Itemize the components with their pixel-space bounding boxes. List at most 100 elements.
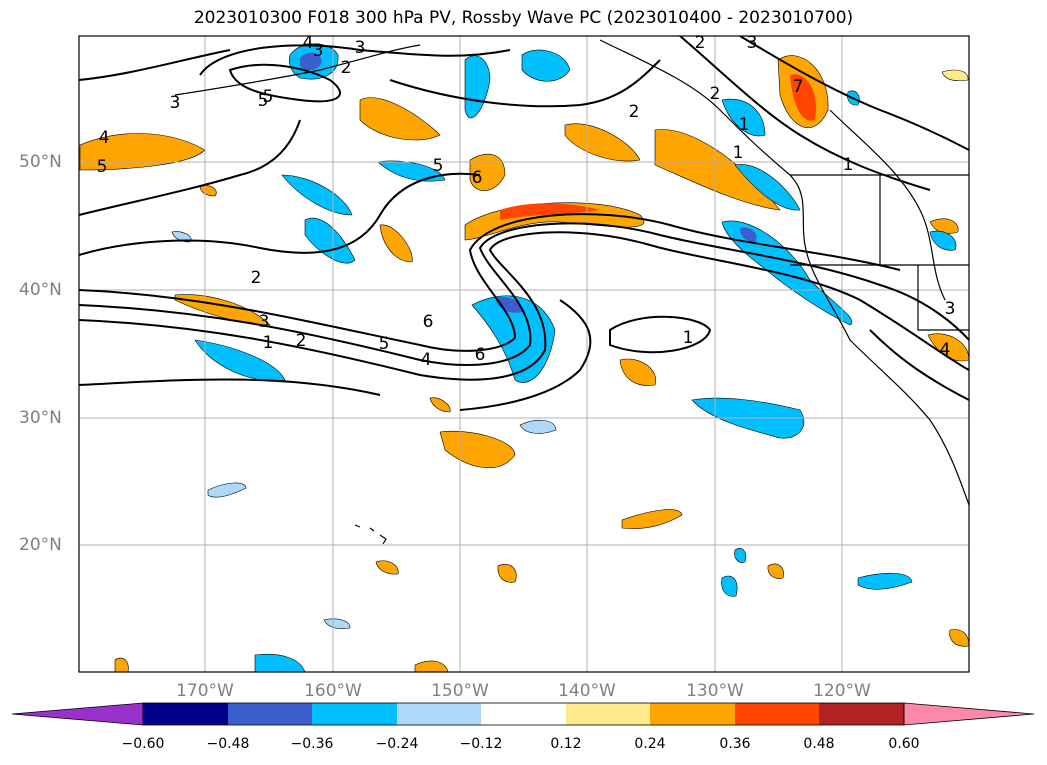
anomaly-negative-area [521, 49, 571, 82]
anomaly-positive-area [929, 218, 959, 234]
contour-label: 4 [421, 350, 432, 370]
anomaly-positive-area [414, 660, 449, 672]
colorbar-segment [819, 703, 904, 725]
colorbar-segment [228, 703, 312, 725]
lat-label-20n: 20°N [19, 535, 62, 555]
contour-label: 2 [695, 33, 706, 53]
colorbar-segment [481, 703, 566, 725]
map-title: 2023010300 F018 300 hPa PV, Rossby Wave … [193, 8, 854, 28]
anomaly-negative-area [377, 160, 446, 182]
anomaly-negative-area [734, 548, 747, 563]
colorbar-segment [312, 703, 397, 725]
anomaly-negative-area [495, 297, 522, 313]
pv-anomaly-fill [79, 43, 969, 672]
colorbar-segment [566, 703, 650, 725]
anomaly-positive-area [114, 657, 129, 672]
contour-label: 5 [433, 156, 444, 176]
anomaly-positive-area [500, 203, 600, 220]
contour-label: 1 [683, 328, 694, 348]
colorbar-tick: −0.60 [121, 736, 165, 752]
coastlines [174, 39, 969, 545]
colorbar-tick: 0.12 [550, 736, 582, 752]
contour-label: 4 [940, 340, 951, 360]
contour-label: 3 [170, 93, 181, 113]
colorbar-extend-low [11, 702, 144, 726]
contour-label: 3 [945, 299, 956, 319]
anomaly-negative-area [194, 339, 286, 382]
anomaly-positive-area [621, 509, 683, 529]
anomaly-positive-area [564, 123, 641, 162]
lat-label-50n: 50°N [19, 152, 62, 172]
anomaly-positive-area [654, 129, 781, 211]
anomaly-positive-area [375, 560, 399, 575]
contour-label: 1 [733, 143, 744, 163]
anomaly-negative-area [734, 164, 801, 211]
colorbar-tick: 0.24 [634, 736, 666, 752]
anomaly-positive-area [429, 397, 451, 413]
lat-label-40n: 40°N [19, 280, 62, 300]
anomaly-negative-area [300, 52, 322, 71]
anomaly-positive-area [199, 185, 217, 197]
anomaly-positive-area [379, 224, 413, 263]
contour-label: 3 [747, 33, 758, 53]
contour-label: 1 [263, 333, 274, 353]
contour-labels: 2 3 4 5 5 6 2 2 1 5 3 1 2 5 4 6 6 2 1 3 … [97, 33, 956, 370]
lon-label-130w: 130°W [686, 681, 744, 701]
anomaly-positive-area [790, 74, 816, 121]
anomaly-negative-area [323, 618, 351, 630]
contour-label: 1 [843, 155, 854, 175]
colorbar-tick: −0.12 [459, 736, 503, 752]
contour-label: 2 [710, 84, 721, 104]
lon-label-150w: 150°W [431, 681, 489, 701]
anomaly-negative-area [721, 220, 853, 326]
colorbar-tick: −0.48 [206, 736, 250, 752]
contour-label: 3 [313, 41, 324, 61]
contour-label: 2 [296, 331, 307, 351]
anomaly-negative-area [929, 230, 957, 251]
contour-label: 6 [475, 345, 486, 365]
colorbar-extend-high [903, 702, 1035, 726]
colorbar-tick: −0.24 [375, 736, 419, 752]
colorbar-tick: 0.48 [803, 736, 835, 752]
colorbar-tick: −0.36 [290, 736, 334, 752]
colorbar-frame [142, 702, 905, 726]
anomaly-positive-area [497, 563, 517, 583]
anomaly-positive-area [619, 358, 657, 386]
colorbar-tick: 0.60 [888, 736, 920, 752]
anomaly-negative-area [721, 575, 738, 597]
contour-label: 6 [423, 312, 434, 332]
lon-label-140w: 140°W [558, 681, 616, 701]
lon-label-160w: 160°W [304, 681, 362, 701]
contour-label: 5 [97, 157, 108, 177]
anomaly-positive-area [469, 153, 506, 191]
contour-label: 7 [793, 77, 804, 97]
contour-label: 1 [739, 115, 750, 135]
anomaly-positive-area [439, 430, 516, 468]
anomaly-negative-area [281, 174, 353, 216]
anomaly-negative-area [519, 420, 557, 434]
anomaly-negative-area [304, 217, 356, 264]
contour-label: 3 [355, 38, 366, 58]
lon-label-120w: 120°W [813, 681, 871, 701]
contour-label: 5 [258, 91, 269, 111]
contour-label: 6 [472, 168, 483, 188]
anomaly-positive-area [941, 69, 969, 82]
colorbar [11, 702, 1035, 726]
colorbar-segment [735, 703, 819, 725]
contour-label: 2 [629, 102, 640, 122]
contour-label: 5 [263, 87, 274, 107]
anomaly-negative-area [171, 231, 192, 243]
colorbar-tick: 0.36 [719, 736, 751, 752]
colorbar-segment [397, 703, 481, 725]
colorbar-segment [143, 703, 228, 725]
anomaly-positive-area [927, 333, 969, 362]
anomaly-negative-area [857, 572, 913, 590]
lon-label-170w: 170°W [176, 681, 234, 701]
anomaly-positive-area [359, 97, 441, 141]
lat-label-30n: 30°N [19, 408, 62, 428]
contour-label: 3 [259, 312, 270, 332]
anomaly-negative-area [740, 227, 757, 242]
contour-label: 4 [99, 128, 110, 148]
anomaly-negative-area [721, 98, 766, 137]
